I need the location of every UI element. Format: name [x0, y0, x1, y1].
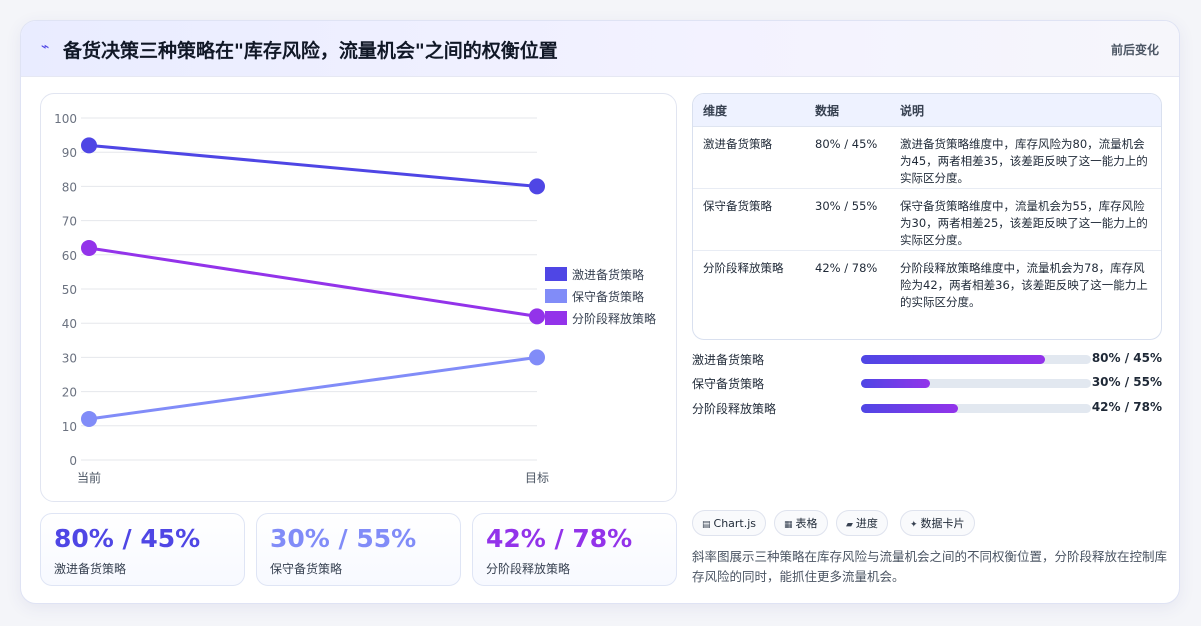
chip-label: 数据卡片	[920, 517, 965, 530]
table-header-row: 维度 数据 说明	[693, 94, 1161, 127]
progress-row: 激进备货策略 80% / 45%	[692, 350, 1162, 368]
page-title: 备货决策三种策略在"库存风险，流量机会"之间的权衡位置	[63, 40, 558, 62]
progress-track	[861, 355, 1091, 364]
chart-note: 斜率图展示三种策略在库存风险与流量机会之间的不同权衡位置，分阶段释放在控制库存风…	[692, 549, 1168, 584]
y-tick-label: 10	[62, 420, 77, 434]
data-table: 维度 数据 说明 激进备货策略 80% / 45% 激进备货策略维度中，库存风险…	[692, 93, 1162, 340]
y-tick-label: 40	[62, 317, 77, 331]
progress-track	[861, 404, 1091, 413]
card-header: ⌁ 备货决策三种策略在"库存风险，流量机会"之间的权衡位置 前后变化	[21, 21, 1179, 77]
progress-value: 80% / 45%	[1091, 351, 1162, 365]
stat-card: 42% / 78% 分阶段释放策略	[472, 513, 677, 586]
series-line	[88, 246, 538, 318]
chart-icon: ▤	[702, 520, 711, 530]
legend-swatch	[545, 267, 567, 281]
cell-data: 80% / 45%	[805, 126, 890, 189]
y-tick-label: 60	[62, 249, 77, 263]
column-header: 维度	[693, 94, 805, 127]
cell-dimension: 分阶段释放策略	[703, 261, 784, 275]
cell-dimension: 激进备货策略	[693, 126, 805, 189]
stat-value: 80% / 45%	[54, 524, 201, 553]
slope-chart: 0 10 20 30 40 50 60 70 80 90 100 当前 目标 激进备货策略 保守备货策略 分阶…	[40, 93, 677, 502]
data-point	[81, 137, 97, 154]
cell-data: 30% / 55%	[805, 188, 890, 251]
column-header: 说明	[890, 94, 1161, 127]
chip-label: 进度	[855, 517, 878, 530]
progress-fill	[861, 379, 930, 388]
chip-label: 表格	[795, 517, 818, 530]
dashboard-card: ⌁ 备货决策三种策略在"库存风险，流量机会"之间的权衡位置 前后变化 0 10 20…	[20, 20, 1180, 604]
table-row: 分阶段释放策略 42% / 78% 分阶段释放策略维度中，流量机会为78，库存风…	[693, 251, 1161, 313]
legend-label: 保守备货策略	[572, 289, 644, 304]
progress-fill	[861, 404, 958, 413]
table-row: 激进备货策略 80% / 45% 激进备货策略维度中，库存风险为80，流量机会为…	[693, 126, 1161, 189]
stat-card: 80% / 45% 激进备货策略	[40, 513, 245, 586]
y-tick-label: 20	[62, 386, 77, 400]
y-tick-label: 30	[62, 351, 77, 365]
tag-chip-datacard[interactable]: ✦ 数据卡片	[900, 510, 975, 536]
progress-label: 保守备货策略	[692, 377, 765, 391]
stat-label: 分阶段释放策略	[486, 562, 571, 576]
series-line	[88, 355, 538, 421]
tag-chip-table[interactable]: ▦ 表格	[774, 510, 828, 536]
data-point	[529, 349, 545, 366]
data-point	[529, 178, 545, 195]
y-tick-label: 100	[54, 112, 77, 126]
legend-label: 激进备货策略	[572, 267, 644, 282]
legend-swatch	[545, 311, 567, 325]
header-meta: 前后变化	[1110, 43, 1159, 57]
y-tick-label: 70	[62, 215, 77, 229]
pulse-icon: ⌁	[41, 39, 50, 55]
cell-description: 激进备货策略维度中，库存风险为80，流量机会为45，两者相差35，该差距反映了这…	[890, 126, 1161, 189]
progress-fill	[861, 355, 1045, 364]
progress-value: 30% / 55%	[1091, 375, 1162, 389]
column-header: 数据	[805, 94, 890, 127]
x-tick-label: 当前	[77, 470, 101, 485]
tag-chip-chartjs[interactable]: ▤ Chart.js	[692, 510, 767, 536]
progress-track	[861, 379, 1091, 388]
cell-description: 分阶段释放策略维度中，流量机会为78，库存风险为42，两者相差36，该差距反映了…	[900, 261, 1148, 309]
series-line	[88, 143, 538, 188]
data-point	[81, 239, 97, 256]
stat-card: 30% / 55% 保守备货策略	[256, 513, 461, 586]
y-tick-label: 80	[62, 180, 77, 194]
cell-data: 42% / 78%	[815, 261, 878, 275]
legend-swatch	[545, 289, 567, 303]
table-icon: ▦	[784, 520, 793, 530]
chip-label: Chart.js	[713, 517, 757, 530]
y-tick-label: 50	[62, 283, 77, 297]
table-row: 保守备货策略 30% / 55% 保守备货策略维度中，流量机会为55，库存风险为…	[693, 188, 1161, 251]
stat-label: 保守备货策略	[270, 562, 343, 576]
progress-label: 激进备货策略	[692, 353, 765, 367]
x-tick-label: 目标	[525, 471, 549, 485]
cell-description: 保守备货策略维度中，流量机会为55，库存风险为30，两者相差25，该差距反映了这…	[890, 188, 1161, 251]
stat-value: 30% / 55%	[270, 524, 417, 553]
stat-value: 42% / 78%	[486, 524, 633, 553]
legend-label: 分阶段释放策略	[572, 311, 656, 326]
cell-dimension: 保守备货策略	[693, 188, 805, 251]
sparkle-icon: ✦	[910, 520, 918, 530]
progress-icon: ▰	[846, 520, 853, 530]
chart-canvas: 0 10 20 30 40 50 60 70 80 90 100 当前 目标 激进备货策略保守备货策略分阶…	[54, 112, 656, 485]
progress-value: 42% / 78%	[1091, 400, 1162, 414]
tag-chip-progress[interactable]: ▰ 进度	[836, 510, 888, 536]
data-point	[81, 410, 97, 427]
progress-label: 分阶段释放策略	[692, 402, 777, 416]
progress-row: 分阶段释放策略 42% / 78%	[692, 399, 1162, 417]
progress-row: 保守备货策略 30% / 55%	[692, 374, 1162, 392]
y-tick-label: 0	[69, 454, 77, 468]
data-point	[529, 308, 545, 325]
stat-label: 激进备货策略	[54, 562, 127, 576]
y-tick-label: 90	[62, 146, 77, 160]
